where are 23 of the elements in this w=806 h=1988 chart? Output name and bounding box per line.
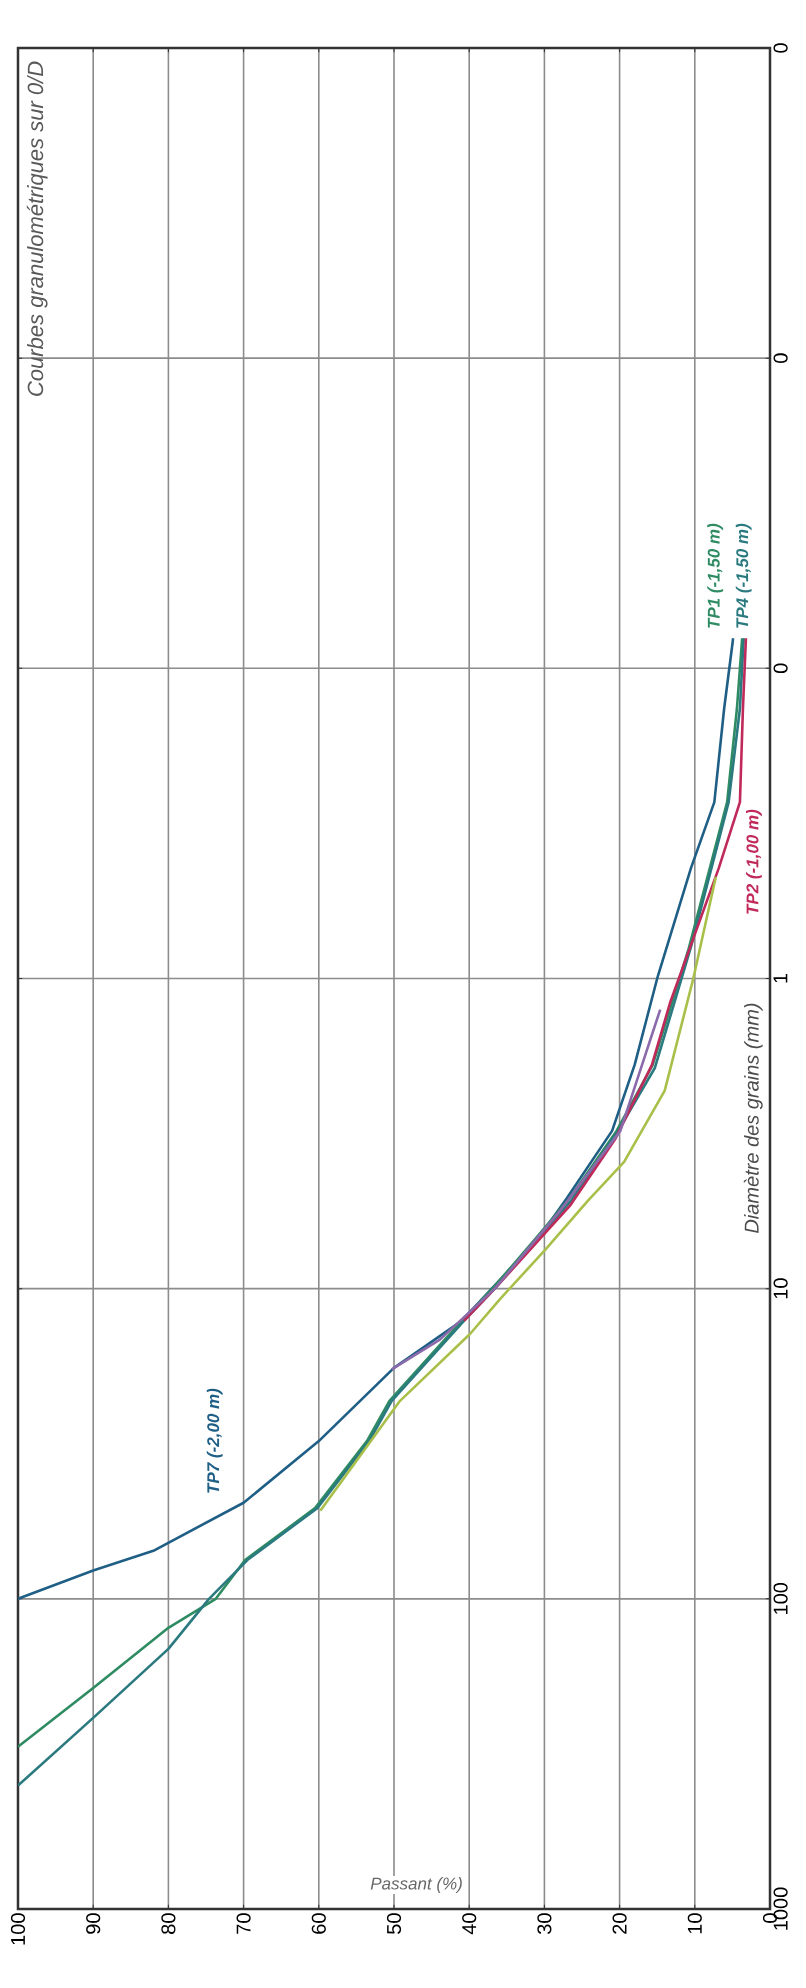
y-axis-title: Diamètre des grains (mm) xyxy=(743,1003,763,1234)
x-tick-label: 60 xyxy=(311,1913,326,1934)
y-tick-label: 0 xyxy=(773,43,788,53)
text: TP1 (-1,50 m) xyxy=(707,523,724,628)
x-tick-label: 20 xyxy=(612,1913,627,1934)
text: TP2 (-1,00 m) xyxy=(746,809,762,914)
x-tick-label: 40 xyxy=(462,1913,477,1935)
y-tick-label: 100 xyxy=(773,1582,788,1614)
y-tick-label: 0 xyxy=(773,663,788,674)
x-tick-label: 90 xyxy=(86,1913,101,1934)
text: TP7 (-2,00 m) xyxy=(206,1388,223,1493)
x-tick-label: 100 xyxy=(10,1913,26,1945)
x-tick-label: 30 xyxy=(537,1913,552,1935)
y-tick-label: 10 xyxy=(773,1278,788,1299)
x-tick-label: 80 xyxy=(161,1913,176,1934)
x-tick-label: 70 xyxy=(236,1913,251,1934)
text: TP4 (-1,50 m) xyxy=(735,523,752,628)
x-axis-title: Passant (%) xyxy=(370,1877,462,1893)
text: Courbes granulométriques sur 0/D xyxy=(26,61,48,396)
y-tick-label: 1 xyxy=(773,973,788,983)
x-tick-label: 50 xyxy=(386,1913,402,1934)
x-tick-label: 10 xyxy=(687,1913,702,1934)
y-tick-label: 0 xyxy=(773,353,788,363)
